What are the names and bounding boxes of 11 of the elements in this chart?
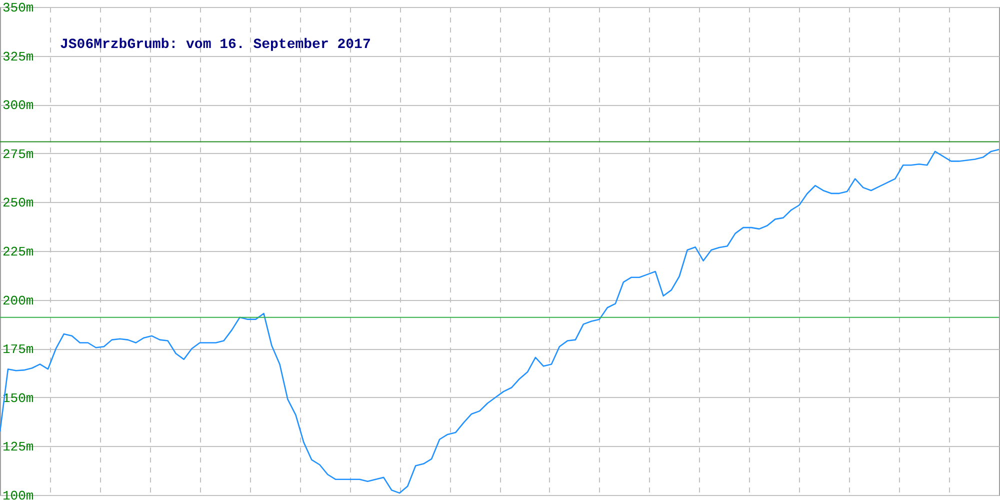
y-tick-label: 175m: [2, 342, 34, 358]
text: JS06MrzbGrumb: vom 16. September 2017: [60, 37, 371, 53]
y-tick-label: 350m: [2, 0, 34, 16]
y-tick-label: 325m: [2, 49, 34, 64]
y-tick-label: 250m: [2, 196, 34, 211]
y-tick-label: 300m: [2, 98, 34, 114]
y-tick-label: 225m: [2, 244, 34, 260]
y-tick-label: 100m: [2, 488, 34, 500]
y-tick-label: 125m: [2, 440, 34, 455]
y-tick-label: 200m: [2, 293, 34, 308]
y-tick-label: 275m: [2, 146, 34, 162]
